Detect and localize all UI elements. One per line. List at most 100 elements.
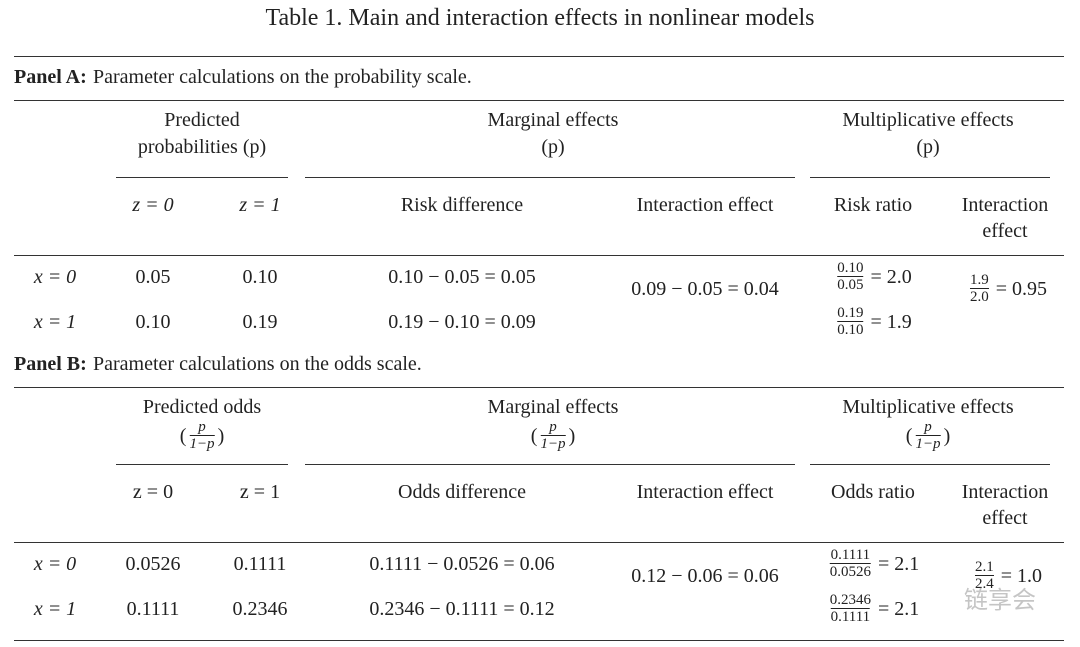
panel-caption: Parameter calculations on the probabilit…	[93, 66, 472, 88]
cell: 0.12 − 0.06 = 0.06	[631, 565, 779, 587]
stack: 0.10 0.05	[837, 260, 864, 293]
stack: p 1−p	[540, 419, 566, 452]
rule	[810, 177, 1050, 178]
paren: )	[568, 425, 576, 447]
stack: 0.1111 0.0526	[829, 547, 871, 580]
sub-header: Odds ratio	[831, 481, 915, 503]
sub-header: Odds difference	[398, 481, 526, 503]
denominator: 0.1111	[830, 608, 871, 625]
cell: 0.19	[242, 311, 278, 333]
panel-label: Panel B:	[14, 353, 87, 375]
rule	[14, 100, 1064, 101]
rule	[810, 464, 1050, 465]
cell: 0.05	[135, 266, 171, 288]
denominator: 1−p	[189, 435, 215, 452]
cell: 0.10	[135, 311, 171, 333]
stack: 2.1 2.4	[974, 559, 994, 592]
numerator: 0.2346	[829, 592, 871, 608]
numerator: 0.19	[837, 305, 864, 321]
result: = 2.1	[877, 553, 920, 575]
denominator: 0.0526	[829, 563, 871, 580]
fraction: 0.10 0.05 = 2.0	[834, 261, 912, 293]
rule	[116, 464, 288, 465]
result: = 1.9	[870, 311, 912, 333]
panel-label: Panel A:	[14, 66, 87, 88]
stack: 0.2346 0.1111	[830, 593, 871, 625]
result: = 1.0	[1000, 565, 1043, 587]
cell: 0.0526	[125, 553, 181, 575]
cell: 0.2346	[232, 598, 288, 620]
row-label: x = 0	[33, 553, 77, 575]
denominator: 1−p	[915, 435, 941, 452]
cell: 0.10 − 0.05 = 0.05	[388, 266, 536, 288]
rule	[14, 56, 1064, 57]
sub-header: effect	[982, 507, 1028, 529]
stack: p 1−p	[915, 419, 941, 452]
rule	[305, 177, 795, 178]
sub-header: Risk ratio	[833, 194, 913, 216]
cell: 0.09 − 0.05 = 0.04	[631, 278, 779, 300]
cell: 0.2346 − 0.1111 = 0.12	[369, 598, 555, 620]
result: = 0.95	[995, 278, 1048, 300]
cell: 0.1111	[233, 553, 287, 575]
watermark: 链享会	[964, 586, 1036, 614]
numerator: p	[549, 419, 557, 435]
group-header: Predicted odds	[142, 396, 262, 418]
sub-header: Risk difference	[400, 194, 524, 216]
sub-header: Interaction effect	[636, 481, 774, 503]
group-header: Marginal effects	[487, 396, 619, 418]
group-header: (p)	[916, 136, 940, 158]
numerator: 0.10	[837, 260, 864, 276]
stack: 1.9 2.0	[969, 272, 989, 305]
row-label: x = 1	[33, 311, 77, 333]
sub-header: Interaction	[961, 481, 1049, 503]
group-header: Multiplicative effects	[842, 109, 1014, 131]
paren: )	[217, 425, 225, 447]
denominator: 0.05	[837, 276, 864, 293]
stack: p 1−p	[189, 419, 215, 452]
rule	[305, 464, 795, 465]
sub-header: Interaction	[961, 194, 1049, 216]
stack: 0.19 0.10	[837, 305, 864, 338]
denominator: 1−p	[540, 435, 566, 452]
group-header: Marginal effects	[487, 109, 619, 131]
rule	[116, 177, 288, 178]
sub-header: z = 1	[239, 194, 281, 216]
numerator: p	[924, 419, 932, 435]
sub-header: z = 0	[132, 194, 174, 216]
numerator: 2.1	[974, 559, 994, 575]
cell: 0.1111 − 0.0526 = 0.06	[369, 553, 555, 575]
numerator: 1.9	[969, 272, 989, 288]
numerator: p	[198, 419, 206, 435]
denominator: 0.10	[837, 321, 864, 338]
sub-header: effect	[982, 220, 1028, 242]
fraction: 0.2346 0.1111 = 2.1	[827, 593, 920, 625]
sub-header: z = 1	[239, 481, 281, 503]
fraction: 0.1111 0.0526 = 2.1	[827, 547, 920, 580]
cell: 0.19 − 0.10 = 0.09	[388, 311, 536, 333]
rule	[14, 255, 1064, 256]
paren: )	[943, 425, 951, 447]
group-header: Predicted	[164, 109, 240, 131]
fraction: 0.19 0.10 = 1.9	[834, 306, 912, 338]
sub-header: Interaction effect	[636, 194, 774, 216]
row-label: x = 1	[33, 598, 77, 620]
group-header: Multiplicative effects	[842, 396, 1014, 418]
result: = 2.0	[870, 266, 912, 288]
panel-caption: Parameter calculations on the odds scale…	[93, 353, 422, 375]
rule	[14, 387, 1064, 388]
numerator: 0.1111	[830, 547, 871, 563]
fraction: (p 1−p)	[906, 420, 950, 452]
group-header: probabilities (p)	[137, 136, 267, 158]
row-label: x = 0	[33, 266, 77, 288]
rule	[14, 542, 1064, 543]
fraction: (p 1−p)	[180, 420, 224, 452]
paren: (	[179, 425, 187, 447]
fraction: (p 1−p)	[531, 420, 575, 452]
cell: 0.10	[242, 266, 278, 288]
rule	[14, 640, 1064, 641]
result: = 2.1	[877, 598, 920, 620]
fraction: 1.9 2.0 = 0.95	[967, 273, 1047, 305]
cell: 0.1111	[126, 598, 180, 620]
